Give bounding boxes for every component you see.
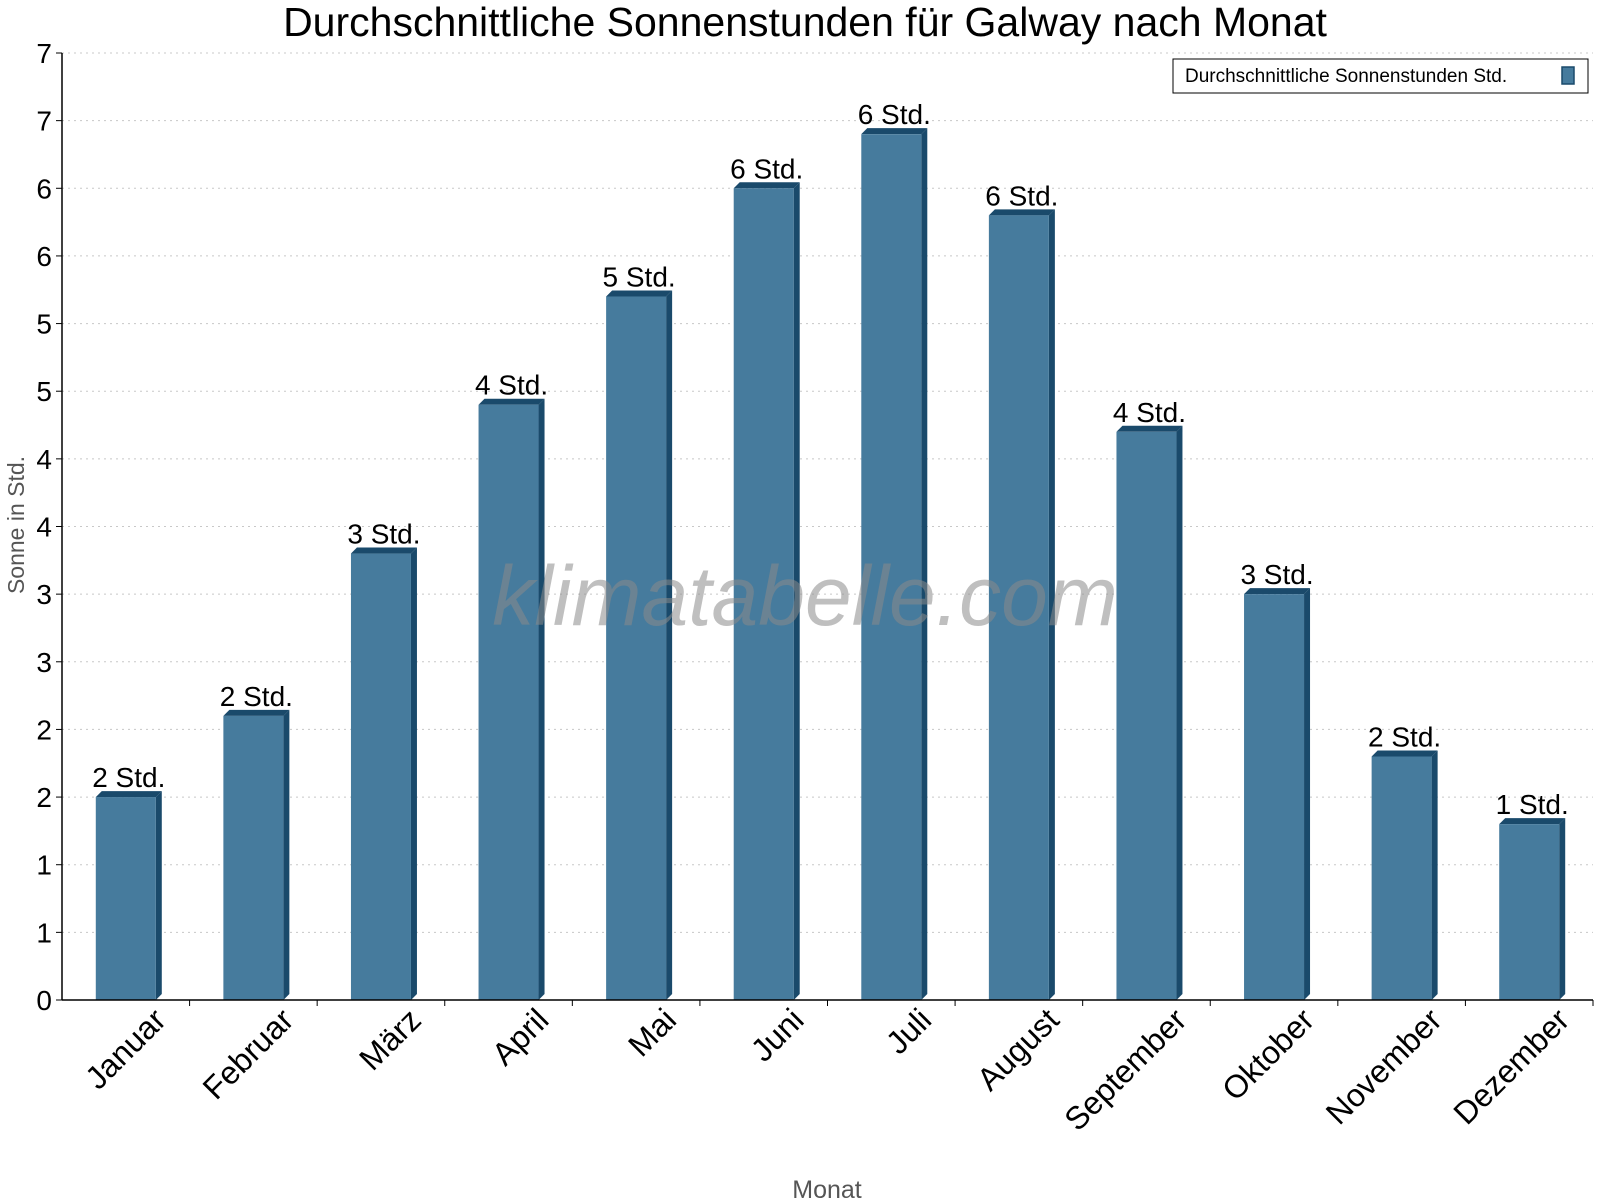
bar-side (283, 709, 290, 1000)
x-tick-label: April (485, 1001, 556, 1072)
y-tick-label: 6 (36, 173, 52, 204)
x-axis-label: Monat (792, 1176, 862, 1200)
data-label: 4 Std. (1113, 397, 1186, 428)
y-axis-label: Sonne in Std. (3, 456, 29, 594)
y-tick-label: 1 (36, 850, 52, 881)
bar (350, 553, 411, 1000)
x-tick-label: August (970, 1001, 1066, 1097)
bar (1244, 594, 1305, 1000)
bar-side (538, 398, 545, 1000)
bar (606, 296, 667, 1000)
bars: 2 Std. 2 Std. 3 Std. 4 Std. 5 Std. 6 Std. 6 St… (92, 99, 1569, 1001)
y-tick-label: 0 (36, 985, 52, 1016)
y-tick-label: 3 (36, 647, 52, 678)
y-tick-label: 4 (36, 512, 52, 543)
bar-top (350, 547, 417, 554)
bar (1499, 824, 1560, 1000)
bar (223, 715, 284, 1000)
legend-swatch (1561, 66, 1575, 85)
bar-top (478, 398, 545, 405)
bar (478, 404, 539, 1000)
bar-side (155, 791, 162, 1000)
chart-title: Durchschnittliche Sonnenstunden für Galw… (283, 0, 1327, 45)
bar-top (733, 182, 800, 189)
legend-box (1172, 58, 1589, 94)
data-label: 6 Std. (858, 99, 931, 130)
bar (95, 797, 156, 1000)
data-label: 5 Std. (603, 262, 676, 293)
bar-top (1116, 425, 1183, 432)
data-label: 1 Std. (1496, 789, 1569, 820)
bar-side (921, 128, 928, 1000)
watermark: klimatabelle.com (492, 549, 1118, 643)
bar-top (1499, 818, 1566, 825)
data-label: 2 Std. (220, 681, 293, 712)
data-label: 6 Std. (985, 180, 1058, 211)
bar-side (666, 290, 673, 1000)
x-tick-label: Februar (196, 1001, 301, 1106)
y-tick-label: 2 (36, 714, 52, 745)
x-tick-label: Mai (621, 1001, 683, 1063)
y-tick-label: 2 (36, 782, 52, 813)
bar-side (1304, 588, 1311, 1000)
data-label: 2 Std. (92, 762, 165, 793)
y-tick-label: 1 (36, 917, 52, 948)
bar (1116, 431, 1177, 1000)
legend: Durchschnittliche Sonnenstunden Std. (1172, 58, 1589, 94)
data-label: 3 Std. (1240, 559, 1313, 590)
y-tick-label: 4 (36, 444, 52, 475)
x-tick-label: Dezember (1446, 1001, 1576, 1131)
bar (1371, 756, 1432, 1000)
x-tick-label: Juli (879, 1001, 938, 1060)
data-label: 6 Std. (730, 153, 803, 184)
bar-top (1244, 588, 1311, 595)
y-tick-label: 5 (36, 309, 52, 340)
y-tick-label: 7 (36, 106, 52, 137)
bar-top (606, 290, 673, 297)
x-tick-label: Juni (744, 1001, 811, 1068)
bar-top (95, 791, 162, 798)
bar-top (223, 709, 290, 716)
bar (733, 188, 794, 1001)
x-tick-label: Oktober (1215, 1001, 1321, 1107)
x-tick-label: Januar (78, 1001, 173, 1096)
data-label: 3 Std. (347, 519, 420, 550)
grid-lines (62, 52, 1593, 933)
bar-top (988, 209, 1055, 216)
legend-label: Durchschnittliche Sonnenstunden Std. (1185, 66, 1507, 87)
data-label: 2 Std. (1368, 721, 1441, 752)
bar (861, 134, 922, 1000)
bar-side (1559, 818, 1566, 1000)
bar-side (793, 182, 800, 1001)
y-tick-label: 5 (36, 376, 52, 407)
y-tick-label: 3 (36, 579, 52, 610)
bar-side (1048, 209, 1055, 1001)
data-label: 4 Std. (475, 370, 548, 401)
x-tick-label: September (1057, 1001, 1193, 1137)
bar-top (1371, 750, 1438, 757)
bar-side (1431, 750, 1438, 1000)
bar (988, 215, 1049, 1001)
bar-side (1176, 425, 1183, 1000)
y-tick-label: 7 (36, 38, 52, 69)
x-tick-label: März (352, 1001, 428, 1077)
bar-side (410, 547, 417, 1000)
y-tick-label: 6 (36, 241, 52, 272)
bar-top (861, 128, 928, 135)
x-tick-label: November (1319, 1001, 1449, 1131)
